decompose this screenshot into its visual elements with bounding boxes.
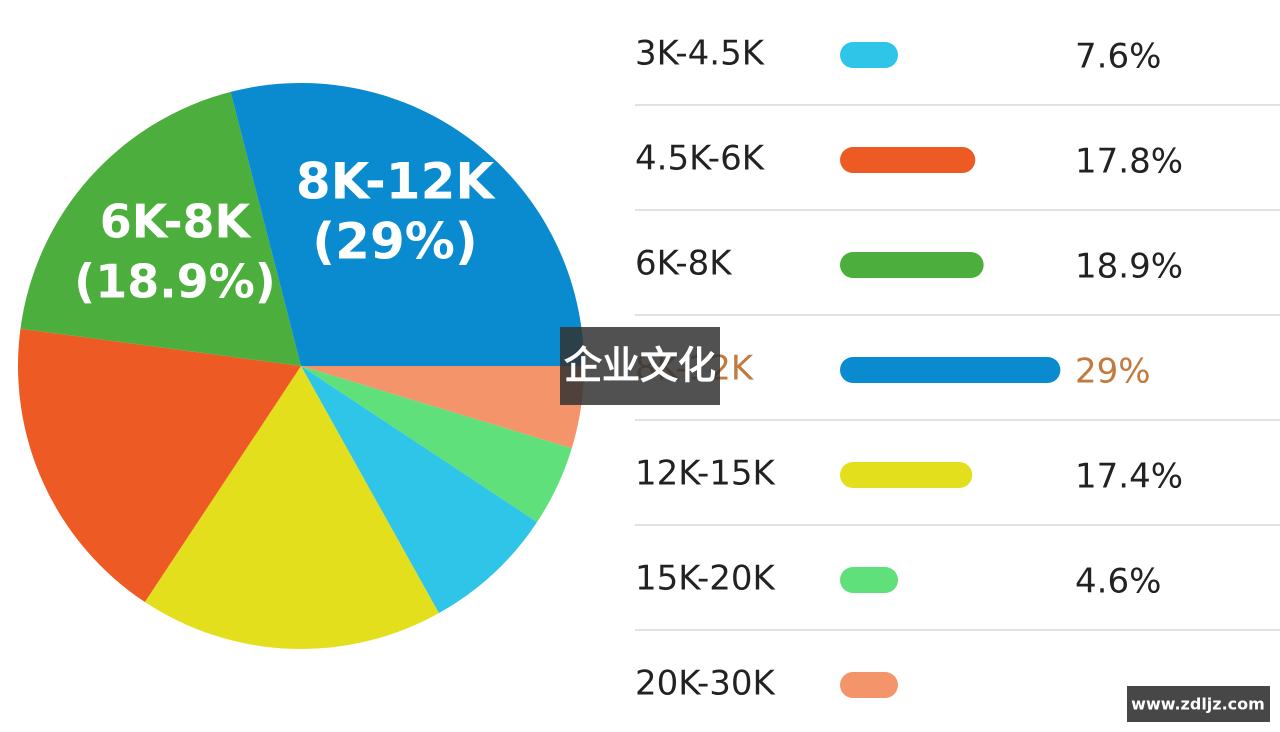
legend-label: 12K-15K xyxy=(635,454,777,494)
slice-label: 6K-8K xyxy=(100,195,253,249)
legend-value: 17.8% xyxy=(1075,142,1183,182)
watermark: 企业文化 xyxy=(564,344,716,388)
legend-label: 20K-30K xyxy=(635,664,777,704)
legend-bar xyxy=(840,42,898,68)
pie-slice xyxy=(18,328,301,603)
legend-bar xyxy=(840,672,898,698)
watermark-box xyxy=(1127,686,1270,722)
pie-slice xyxy=(230,82,585,366)
legend-bar xyxy=(840,147,976,173)
legend-bar xyxy=(840,567,898,593)
pie-slice xyxy=(20,91,302,367)
legend-value: 4.6% xyxy=(1075,562,1161,602)
slice-label: 8K-12K xyxy=(296,153,497,211)
watermark-box xyxy=(560,327,720,405)
slice-label: (18.9%) xyxy=(74,255,276,309)
pie-slice xyxy=(301,366,572,523)
legend-label: 3K-4.5K xyxy=(635,34,766,74)
legend-bar xyxy=(840,462,973,488)
legend-value: 29% xyxy=(1075,352,1151,392)
legend-label: 15K-20K xyxy=(635,559,777,599)
legend-value: 18.9% xyxy=(1075,247,1183,287)
pie-slice xyxy=(301,366,538,614)
legend-label: 6K-8K xyxy=(635,244,733,284)
watermark: www.zdljz.com xyxy=(1131,695,1265,714)
slice-label: (29%) xyxy=(312,213,477,271)
legend-label: 4.5K-6K xyxy=(635,139,766,179)
pie-slice xyxy=(301,366,584,449)
legend-value: 7.6% xyxy=(1075,37,1161,77)
legend-value: 17.4% xyxy=(1075,457,1183,497)
pie-slice xyxy=(144,366,439,649)
legend-bar xyxy=(840,252,984,278)
legend-bar xyxy=(840,357,1061,383)
